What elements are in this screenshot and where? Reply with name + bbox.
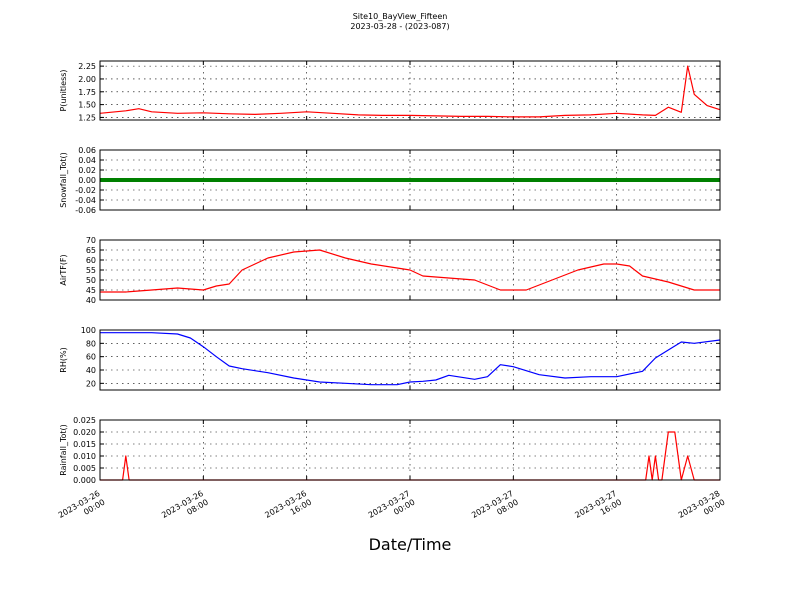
panel-1: 1.25 1.50 1.75 2.00 2.25 P(unitless) [59, 60, 721, 122]
y-tick-label: 0.04 [78, 156, 96, 165]
series-line [100, 249, 720, 293]
panel-4: 20 40 60 80 100 RH(%) [59, 326, 721, 391]
y-tick-label: 0.020 [73, 428, 96, 437]
y-tick-label: 40 [86, 296, 96, 305]
axes-frame [99, 60, 721, 121]
panels: 1.251.501.752.002.25P(unitless)-0.06-0.0… [59, 60, 721, 485]
y-tick-label: -0.02 [75, 186, 96, 195]
y-tick-label: 0.02 [78, 166, 96, 175]
y-tick-label: -0.04 [75, 196, 96, 205]
y-tick-label: 1.50 [78, 101, 96, 110]
panel-5: 0.000 0.005 0.010 0.015 0.020 0.025 Rainfall_T… [59, 416, 721, 485]
y-tick-label: 1.25 [78, 113, 96, 122]
axes-frame [99, 149, 721, 211]
y-tick-label: 0.00 [78, 176, 96, 185]
y-tick-label: 80 [86, 339, 96, 348]
y-tick-label: -0.06 [75, 206, 96, 215]
y-tick-label: 50 [86, 276, 96, 285]
chart-subtitle: 2023-03-28 - (2023-087) [350, 22, 449, 31]
y-tick-label: 0.005 [73, 464, 96, 473]
y-tick-label: 60 [86, 353, 96, 362]
series-line [99, 65, 721, 118]
y-tick-label: 45 [86, 286, 96, 295]
y-tick-label: 2.00 [78, 75, 96, 84]
y-tick-label: 0.025 [73, 416, 96, 425]
y-axis-label: Rainfall_Tot() [59, 424, 68, 476]
y-tick-label: 0.010 [73, 452, 96, 461]
y-tick-label: 2.25 [78, 62, 96, 71]
chart-title: Site10_BayView_Fifteen [353, 12, 448, 21]
y-tick-label: 70 [86, 236, 96, 245]
y-tick-label: 40 [86, 366, 96, 375]
axes-frame [99, 329, 721, 391]
y-tick-label: 1.75 [78, 88, 96, 97]
y-tick-label: 65 [86, 246, 96, 255]
panel-2: -0.06-0.04-0.020.000.020.040.06 Snowfall_… [59, 146, 721, 215]
y-axis-label: RH(%) [59, 347, 68, 372]
x-axis-label: Date/Time [369, 535, 452, 554]
y-tick-label: 0.015 [73, 440, 96, 449]
axes-frame [99, 419, 721, 481]
y-axis-label: AirTF(F) [59, 254, 68, 285]
y-tick-label: 55 [86, 266, 96, 275]
y-tick-label: 0.06 [78, 146, 96, 155]
y-tick-label: 100 [81, 326, 96, 335]
y-tick-label: 60 [86, 256, 96, 265]
y-tick-label: 0.000 [73, 476, 96, 485]
axes-frame [99, 239, 721, 301]
series-line [100, 332, 721, 386]
y-axis-label: Snowfall_Tot() [59, 152, 68, 208]
plot-area [100, 61, 720, 120]
y-tick-label: 20 [86, 379, 96, 388]
y-axis-label: P(unitless) [59, 69, 68, 111]
